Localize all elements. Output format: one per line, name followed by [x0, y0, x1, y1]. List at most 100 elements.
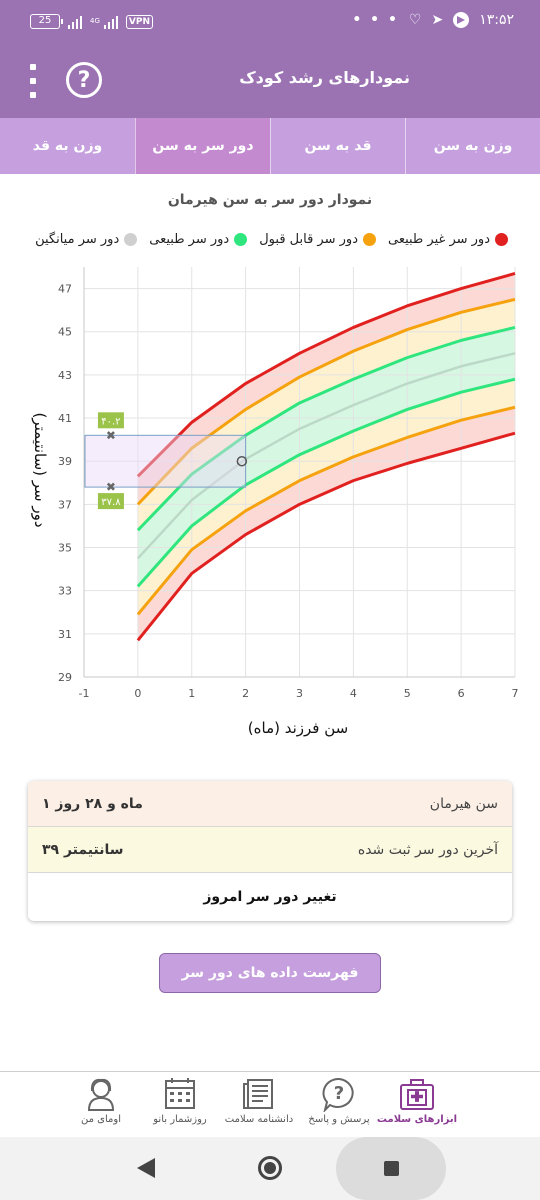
- band-acceptable-upper: [137, 299, 515, 531]
- age-value: ۱ ماه و ۲۸ روز: [42, 795, 143, 812]
- range-value-badge: [97, 412, 124, 429]
- y-tick-label: 29: [58, 671, 72, 684]
- legend-abnormal: دور سر غیر طبیعی: [388, 232, 508, 247]
- series-line: [136, 297, 516, 506]
- y-tick-label: 39: [58, 455, 72, 468]
- x-tick-label: 7: [512, 687, 519, 700]
- measurement-range-box: [84, 434, 247, 488]
- nav-label: اومای من: [81, 1114, 121, 1125]
- age-row: ۱ ماه و ۲۸ روز سن هیرمان: [28, 781, 512, 827]
- more-menu-icon[interactable]: [26, 64, 40, 98]
- band-normal: [137, 327, 515, 587]
- legend-label: دور سر طبیعی: [149, 232, 230, 247]
- y-axis-label: دور سر (سانتیمتر): [31, 412, 49, 527]
- legend-gray-dot: [124, 233, 138, 246]
- data-list-button[interactable]: فهرست داده های دور سر هیرمان: [159, 953, 381, 1019]
- x-tick-label: 6: [458, 687, 465, 700]
- bottom-navigation: اومای من روزشمار بانو دانشنامه سلامت ? پ…: [0, 1071, 540, 1137]
- series-line: [136, 405, 516, 616]
- band-abnormal-lower: [137, 407, 515, 641]
- y-tick-label: 47: [58, 283, 72, 296]
- x-tick-label: 3: [296, 687, 303, 700]
- calendar-icon: [165, 1078, 195, 1109]
- nav-label: پرسش و پاسخ: [308, 1114, 370, 1125]
- nav-label: ابزارهای سلامت: [376, 1114, 458, 1125]
- legend-label: دور سر غیر طبیعی: [387, 232, 490, 247]
- series-line: [136, 272, 516, 478]
- legend-label: دور سر میانگین: [35, 232, 120, 247]
- range-value-badge: [97, 493, 124, 510]
- x-tick-label: 2: [242, 687, 249, 700]
- y-tick-label: 33: [58, 585, 72, 598]
- system-navigation-bar: [0, 1137, 540, 1200]
- nav-encyclopedia[interactable]: دانشنامه سلامت: [216, 1076, 302, 1125]
- legend-average: دور سر میانگین: [35, 232, 138, 247]
- nav-health-tools[interactable]: ابزارهای سلامت: [374, 1076, 460, 1125]
- last-measurement-value: ۳۹ سانتیمتر: [42, 841, 124, 858]
- legend-acceptable: دور سر قابل قبول: [259, 232, 376, 247]
- legend-orange-dot: [362, 233, 376, 246]
- notification-dots: • • •: [352, 12, 399, 28]
- range-value-label: ۴۰.۲: [101, 416, 120, 427]
- series-line: [136, 352, 516, 560]
- last-measurement-row: ۳۹ سانتیمتر آخرین دور سر ثبت شده: [28, 827, 512, 873]
- range-value-label: ۳۷.۸: [101, 497, 121, 508]
- last-measurement-label: آخرین دور سر ثبت شده: [357, 841, 498, 858]
- nav-questions[interactable]: ? پرسش و پاسخ: [296, 1076, 382, 1125]
- info-card: ۱ ماه و ۲۸ روز سن هیرمان ۳۹ سانتیمتر آخر…: [28, 781, 512, 921]
- medical-kit-icon: [400, 1079, 434, 1110]
- chart-overlay: ✖۴۰.۲✖۳۷.۸: [84, 412, 248, 510]
- legend-normal: دور سر طبیعی: [149, 232, 248, 247]
- x-tick-label: 1: [188, 687, 195, 700]
- tab-height-for-age[interactable]: قد به سن: [270, 118, 405, 174]
- page-title: نمودارهای رشد کودک: [239, 68, 410, 87]
- band-acceptable-lower: [137, 379, 515, 615]
- tab-weight-for-age[interactable]: وزن به سن: [405, 118, 540, 174]
- band-abnormal-upper: [137, 273, 515, 505]
- legend-red-dot: [495, 233, 508, 246]
- status-bar: 25 4G VPN • • • ♡ ➤ ۱۳:۵۲: [0, 0, 540, 42]
- chart-legend: دور سر غیر طبیعی دور سر قابل قبول دور سر…: [35, 232, 508, 247]
- tab-head-for-age[interactable]: دور سر به سن: [135, 118, 270, 174]
- y-tick-label: 43: [58, 369, 72, 382]
- child-measurement-point: [236, 455, 248, 467]
- x-tick-label: 0: [134, 687, 141, 700]
- legend-label: دور سر قابل قبول: [259, 232, 358, 247]
- nav-label: روزشمار بانو: [153, 1114, 207, 1125]
- y-tick-label: 41: [58, 412, 72, 425]
- range-marker-x: ✖: [106, 428, 116, 442]
- chart-bands: [137, 273, 515, 641]
- chart-lines: [136, 272, 516, 642]
- battery-icon: 25: [30, 14, 63, 29]
- range-marker-x: ✖: [106, 480, 116, 494]
- y-tick-label: 45: [58, 326, 72, 339]
- book-icon: [243, 1079, 273, 1109]
- series-line: [136, 431, 516, 642]
- change-today-button[interactable]: تغییر دور سر امروز: [203, 889, 337, 905]
- nav-calendar[interactable]: روزشمار بانو: [137, 1076, 223, 1125]
- series-line: [136, 325, 516, 532]
- tab-weight-for-height[interactable]: وزن به قد: [32, 138, 103, 154]
- nav-label: دانشنامه سلامت: [224, 1114, 294, 1125]
- telegram-icon: [453, 12, 470, 28]
- app-bar: ? نمودارهای رشد کودک: [0, 42, 540, 118]
- question-bubble-icon: ?: [322, 1077, 354, 1112]
- y-tick-label: 31: [58, 628, 72, 641]
- back-icon[interactable]: [137, 1158, 155, 1178]
- age-label: سن هیرمان: [429, 795, 498, 812]
- nav-my-profile[interactable]: اومای من: [58, 1076, 144, 1125]
- vpn-badge: VPN: [125, 14, 153, 29]
- chart-title: نمودار دور سر به سن هیرمان: [167, 192, 373, 208]
- chart-tabs: وزن به قد دور سر به سن قد به سن وزن به س…: [0, 118, 540, 174]
- user-icon: [87, 1078, 115, 1111]
- recent-apps-icon[interactable]: [384, 1161, 399, 1176]
- network-type: 4G: [90, 17, 100, 25]
- help-icon[interactable]: ?: [66, 62, 102, 98]
- x-axis-label: سن فرزند (ماه): [248, 719, 348, 737]
- home-icon[interactable]: [258, 1156, 282, 1180]
- series-line: [136, 377, 516, 588]
- signal-2-icon: [103, 15, 118, 29]
- svg-text:?: ?: [334, 1083, 344, 1104]
